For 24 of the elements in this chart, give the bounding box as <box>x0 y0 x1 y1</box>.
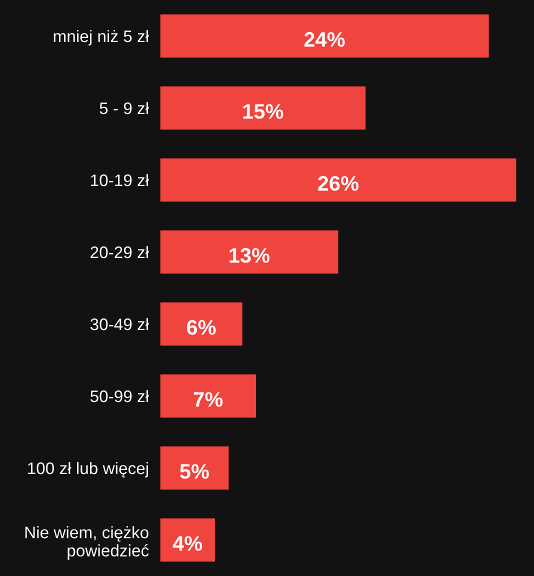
data-label: 7% <box>194 392 223 407</box>
bar <box>160 446 229 490</box>
bar <box>160 374 256 418</box>
bar <box>160 230 338 274</box>
data-label: 5% <box>180 464 209 479</box>
y-tick-label: 100 zł lub więcej <box>28 462 148 478</box>
y-tick-label: mniej niż 5 zł <box>54 30 149 46</box>
bar <box>160 518 215 562</box>
bar <box>160 86 366 130</box>
bar <box>160 158 516 202</box>
data-label: 4% <box>172 536 202 551</box>
data-label: 26% <box>318 176 358 191</box>
y-tick-label: 20-29 zł <box>90 246 149 258</box>
y-tick-label: 30-49 zł <box>90 318 149 330</box>
data-label: 24% <box>304 32 345 47</box>
bar <box>160 14 489 58</box>
data-label: 6% <box>186 320 216 335</box>
data-label: 15% <box>243 104 284 119</box>
y-tick-label: 5 - 9 zł <box>100 102 149 114</box>
bar <box>160 302 242 346</box>
y-tick-label: 10-19 zł <box>91 174 149 186</box>
y-tick-label: Nie wiem, ciężko powiedzieć <box>25 526 149 560</box>
data-label: 13% <box>230 248 270 263</box>
y-tick-label: 50-99 zł <box>90 390 149 402</box>
